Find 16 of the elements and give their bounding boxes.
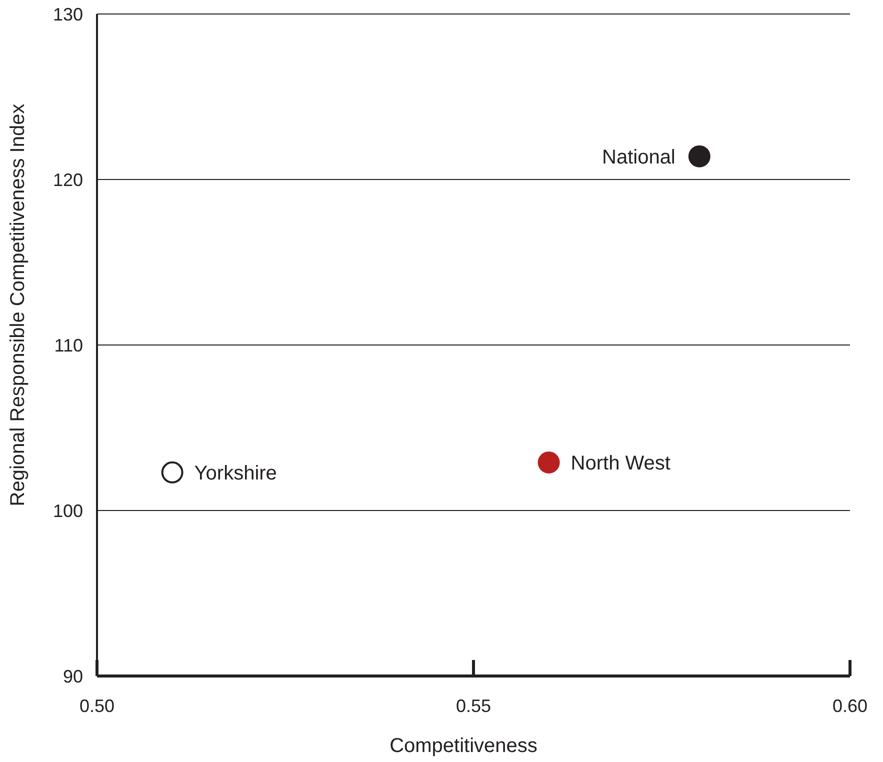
y-axis-title: Regional Responsible Competitiveness Index — [7, 104, 29, 506]
y-tick-label: 120 — [52, 170, 83, 190]
x-tick-label: 0.50 — [79, 696, 115, 716]
x-tick-label: 0.60 — [832, 696, 868, 716]
x-axis-title: Competitiveness — [390, 735, 538, 757]
point — [161, 461, 184, 484]
y-tick-label: 90 — [62, 666, 83, 686]
point — [538, 452, 560, 474]
x-tick-label: 0.55 — [456, 696, 492, 716]
y-tick-label: 110 — [54, 335, 83, 356]
y-tick-label: 100 — [52, 500, 83, 521]
series-label: North West — [570, 452, 671, 475]
series-label: National — [602, 146, 676, 168]
y-tick-label: 130 — [52, 4, 83, 24]
series-label: Yorkshire — [194, 462, 277, 484]
point — [688, 145, 710, 168]
